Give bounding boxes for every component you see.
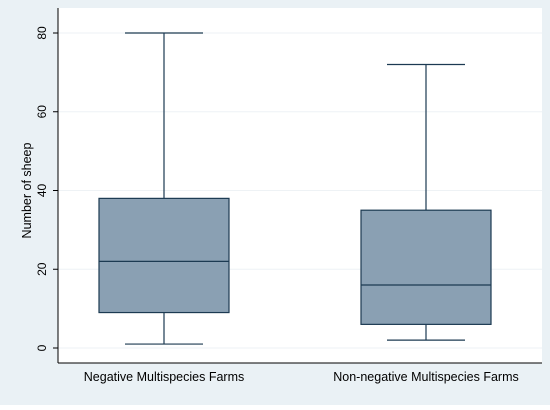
axes	[53, 8, 542, 364]
box-group-2	[360, 63, 492, 341]
x-category-label-1: Negative Multispecies Farms	[84, 370, 244, 384]
labels: 0 20 40 60 80 Negative Multispecies Farms Non-…	[35, 26, 519, 384]
y-tick-label-0: 0	[35, 344, 49, 351]
y-axis-title: Number of sheep	[20, 143, 34, 239]
box-iqr	[360, 209, 492, 325]
box-group-1	[98, 32, 230, 345]
boxes	[98, 32, 492, 345]
y-tick-label-60: 60	[35, 105, 49, 119]
box-iqr	[98, 197, 230, 314]
y-tick-label-40: 40	[35, 184, 49, 198]
y-tick-label-20: 20	[35, 262, 49, 276]
y-tick-label-80: 80	[35, 26, 49, 40]
x-category-label-2: Non-negative Multispecies Farms	[333, 370, 519, 384]
